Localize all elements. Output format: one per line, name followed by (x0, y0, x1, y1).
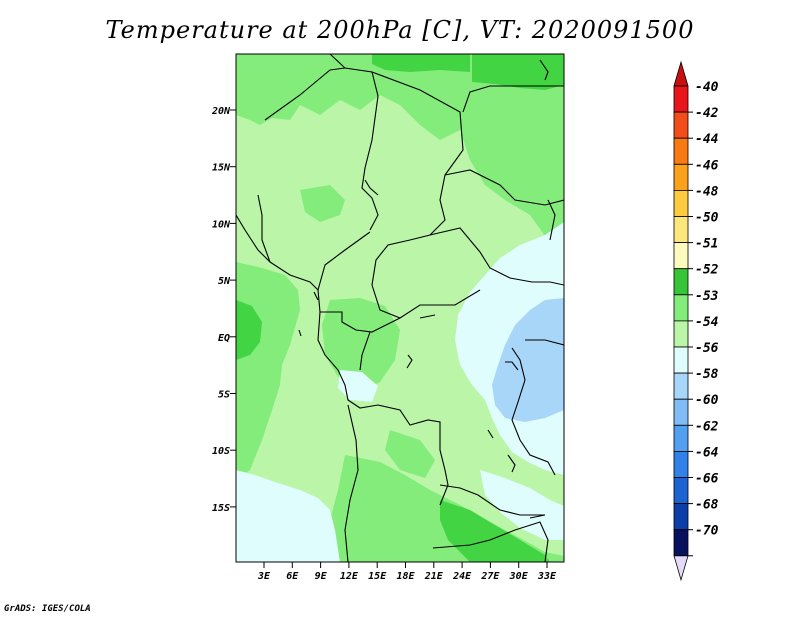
field-central-patch (300, 185, 345, 222)
colorbar-swatch (673, 111, 689, 139)
colorbar-label: -40 (695, 80, 719, 95)
lon-label: 18E (396, 571, 415, 582)
field-cyan-southwest (236, 470, 340, 562)
colorbar-label: -42 (695, 106, 719, 121)
colorbar-legend: -40 -42 -44 -46 -48 -50 -51 -52 -53 -54 -56 -58 -60 -… (673, 60, 719, 582)
colorbar-swatch (673, 529, 689, 557)
field-south-patch (385, 430, 435, 478)
colorbar-swatch (673, 477, 689, 505)
lat-label: 15N (212, 163, 231, 174)
colorbar-swatch (673, 424, 689, 452)
colorbar-label: -62 (695, 419, 719, 434)
colorbar-swatch (673, 242, 689, 270)
lat-label: 10S (212, 446, 230, 457)
colorbar-label: -60 (695, 393, 719, 408)
colorbar-swatch (673, 189, 689, 217)
lat-label: 5N (218, 276, 231, 287)
lon-label: 15E (368, 571, 387, 582)
field-dark-south (440, 500, 550, 562)
colorbar-label: -48 (695, 184, 719, 199)
colorbar-label: -50 (695, 211, 719, 226)
country-borders (236, 54, 564, 562)
colorbar-label: -46 (695, 158, 719, 173)
lon-label: 3E (257, 571, 271, 582)
colorbar-bottom-arrow (673, 555, 689, 582)
colorbar-label: -56 (695, 341, 719, 356)
colorbar-swatch (673, 503, 689, 531)
lat-label: 10N (212, 219, 231, 230)
longitude-axis: 3E 6E 9E 12E 15E 18E 21E 24E 27E 30E 33E (257, 562, 557, 582)
lat-label: EQ (218, 333, 230, 344)
colorbar-label: -51 (695, 237, 718, 252)
colorbar-label: -52 (695, 263, 719, 278)
field-blue-lakes (492, 298, 564, 422)
colorbar-label: -66 (695, 472, 719, 487)
colorbar-swatch (673, 216, 689, 244)
lat-label: 5S (218, 390, 230, 401)
colorbar-swatch (673, 137, 689, 165)
lon-label: 24E (452, 571, 472, 582)
lon-label: 6E (286, 571, 299, 582)
field-dark-northwest (372, 54, 470, 72)
colorbar-swatch (673, 346, 689, 374)
lon-label: 21E (424, 571, 444, 582)
colorbar-label: -70 (695, 524, 719, 539)
lat-label: 15S (212, 503, 230, 514)
colorbar-swatch (673, 85, 689, 113)
grads-credit: GrADS: IGES/COLA (4, 604, 91, 614)
lon-label: 33E (537, 571, 557, 582)
field-cyan-southeast (480, 470, 564, 540)
lon-label: 30E (509, 571, 529, 582)
colorbar-swatch (673, 320, 689, 348)
colorbar-label: -68 (695, 498, 719, 513)
colorbar-label: -58 (695, 367, 719, 382)
lon-label: 9E (315, 571, 328, 582)
map-frame (235, 53, 565, 563)
colorbar-swatch (673, 372, 689, 400)
colorbar-swatch (673, 398, 689, 426)
field-cyan-westcentral (338, 370, 378, 402)
colorbar-label: -64 (695, 445, 719, 460)
colorbar-swatch (673, 163, 689, 191)
colorbar-label: -44 (695, 132, 719, 147)
field-dark-northeast (472, 54, 564, 90)
lon-label: 27E (480, 571, 500, 582)
chart-title: Temperature at 200hPa [C], VT: 202009150… (105, 16, 695, 44)
colorbar-label: -53 (695, 289, 719, 304)
latitude-axis: 20N 15N 10N 5N EQ 5S 10S 15S (211, 106, 236, 514)
lat-label: 20N (211, 106, 231, 117)
temperature-field (236, 54, 564, 562)
colorbar-swatch (673, 450, 689, 478)
colorbar-swatch (673, 294, 689, 322)
field-dark-gabon (236, 300, 262, 360)
colorbar-top-arrow (673, 60, 689, 87)
colorbar-swatch (673, 268, 689, 296)
field-north-band (236, 54, 564, 250)
colorbar-label: -54 (695, 315, 719, 330)
lon-label: 12E (340, 571, 359, 582)
